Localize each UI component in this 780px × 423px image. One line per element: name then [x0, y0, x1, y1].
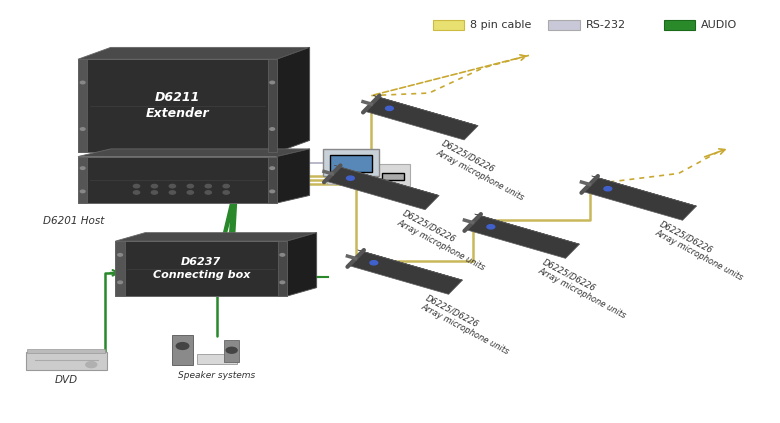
- Circle shape: [80, 128, 85, 130]
- Circle shape: [223, 184, 229, 188]
- Circle shape: [80, 81, 85, 84]
- Polygon shape: [374, 96, 478, 126]
- Text: DVD: DVD: [55, 375, 78, 385]
- Text: RS-232: RS-232: [586, 20, 626, 30]
- FancyBboxPatch shape: [26, 352, 107, 370]
- Circle shape: [151, 191, 158, 194]
- FancyBboxPatch shape: [327, 178, 375, 184]
- Text: 8 pin cable: 8 pin cable: [470, 20, 532, 30]
- Circle shape: [118, 253, 122, 256]
- Circle shape: [133, 184, 140, 188]
- Polygon shape: [583, 177, 697, 220]
- Circle shape: [280, 253, 285, 256]
- FancyBboxPatch shape: [172, 335, 193, 365]
- FancyBboxPatch shape: [197, 354, 237, 364]
- Polygon shape: [78, 59, 87, 152]
- FancyBboxPatch shape: [224, 340, 239, 362]
- Circle shape: [270, 167, 275, 170]
- Text: Speaker systems: Speaker systems: [178, 371, 256, 380]
- Polygon shape: [78, 149, 310, 157]
- Text: D6237
Connecting box: D6237 Connecting box: [153, 258, 250, 280]
- FancyBboxPatch shape: [382, 173, 404, 180]
- Circle shape: [270, 81, 275, 84]
- Polygon shape: [358, 250, 463, 280]
- Circle shape: [133, 191, 140, 194]
- Circle shape: [176, 343, 189, 349]
- FancyBboxPatch shape: [433, 20, 464, 30]
- Polygon shape: [78, 157, 277, 203]
- Polygon shape: [78, 47, 310, 59]
- Text: D6201 Host: D6201 Host: [43, 216, 105, 226]
- Circle shape: [187, 184, 193, 188]
- Polygon shape: [475, 214, 580, 244]
- Circle shape: [151, 184, 158, 188]
- Text: PC: PC: [382, 187, 397, 197]
- Circle shape: [487, 225, 495, 229]
- Polygon shape: [592, 176, 697, 206]
- FancyBboxPatch shape: [331, 155, 371, 172]
- Circle shape: [205, 184, 211, 188]
- Text: D6225/D6226
Array microphone units: D6225/D6226 Array microphone units: [435, 139, 531, 202]
- Circle shape: [187, 191, 193, 194]
- Polygon shape: [277, 149, 310, 203]
- Polygon shape: [364, 97, 478, 140]
- Circle shape: [80, 190, 85, 193]
- Circle shape: [80, 167, 85, 170]
- Polygon shape: [78, 157, 87, 203]
- Polygon shape: [268, 59, 277, 152]
- Polygon shape: [325, 167, 439, 210]
- Polygon shape: [115, 241, 287, 296]
- FancyBboxPatch shape: [323, 149, 379, 176]
- Polygon shape: [277, 47, 310, 152]
- Text: D6225/D6226
Array microphone units: D6225/D6226 Array microphone units: [537, 257, 633, 321]
- Circle shape: [169, 191, 176, 194]
- FancyBboxPatch shape: [335, 177, 367, 180]
- Text: D6211
Extender: D6211 Extender: [146, 91, 209, 120]
- Circle shape: [270, 128, 275, 130]
- FancyBboxPatch shape: [548, 20, 580, 30]
- Polygon shape: [115, 241, 125, 296]
- Circle shape: [226, 347, 237, 353]
- Polygon shape: [466, 215, 580, 258]
- Circle shape: [86, 362, 97, 368]
- Circle shape: [370, 261, 378, 265]
- Circle shape: [169, 184, 176, 188]
- Polygon shape: [268, 157, 277, 203]
- Polygon shape: [349, 251, 463, 294]
- Text: D6225/D6226
Array microphone units: D6225/D6226 Array microphone units: [654, 219, 750, 283]
- Circle shape: [223, 191, 229, 194]
- Polygon shape: [287, 233, 317, 296]
- Circle shape: [118, 281, 122, 283]
- Text: D6225/D6226
Array microphone units: D6225/D6226 Array microphone units: [396, 209, 492, 272]
- Circle shape: [205, 191, 211, 194]
- Text: D6225/D6226
Array microphone units: D6225/D6226 Array microphone units: [420, 293, 516, 357]
- Text: AUDIO: AUDIO: [701, 20, 737, 30]
- FancyBboxPatch shape: [27, 349, 105, 353]
- Circle shape: [604, 187, 612, 191]
- FancyBboxPatch shape: [664, 20, 695, 30]
- Circle shape: [270, 190, 275, 193]
- Circle shape: [280, 281, 285, 283]
- Polygon shape: [335, 165, 439, 195]
- Polygon shape: [278, 241, 287, 296]
- FancyBboxPatch shape: [377, 164, 410, 195]
- Circle shape: [346, 176, 354, 180]
- Circle shape: [385, 106, 393, 110]
- Polygon shape: [78, 59, 277, 152]
- Polygon shape: [115, 233, 317, 241]
